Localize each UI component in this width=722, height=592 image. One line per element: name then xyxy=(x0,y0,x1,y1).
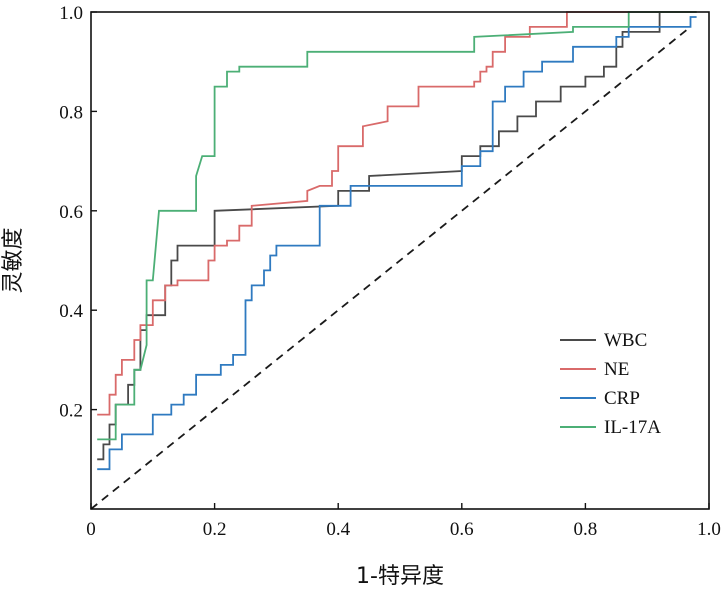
plot-frame xyxy=(90,11,710,510)
y-tick-label: 0.6 xyxy=(59,202,83,223)
series-layer xyxy=(97,11,697,471)
series-line-ne xyxy=(97,11,697,416)
x-tick-label: 0.6 xyxy=(450,519,474,540)
y-axis-title: 灵敏度 xyxy=(1,227,26,293)
legend-label: CRP xyxy=(604,388,640,409)
tick-layer: 0 0.2 0.4 0.6 0.8 1.0 0.2 0.4 0.6 0.8 1.0 xyxy=(59,3,721,540)
x-tick-label: 0 xyxy=(86,519,96,540)
x-axis-title: 1-特异度 xyxy=(356,564,444,589)
legend: WBC NE CRP IL-17A xyxy=(560,330,661,438)
legend-label: IL-17A xyxy=(604,417,661,438)
series-line-wbc xyxy=(97,11,697,461)
reference-diagonal-line xyxy=(90,26,692,510)
y-tick-label: 0.4 xyxy=(59,301,83,322)
x-tick-label: 0.8 xyxy=(574,519,598,540)
legend-label: NE xyxy=(604,359,629,380)
x-tick-label: 0.4 xyxy=(326,519,350,540)
legend-label: WBC xyxy=(604,330,647,351)
y-tick-label: 1.0 xyxy=(59,3,83,24)
x-tick-label: 1.0 xyxy=(697,519,721,540)
y-tick-label: 0.2 xyxy=(59,401,83,422)
y-tick-label: 0.8 xyxy=(59,102,83,123)
series-line-crp xyxy=(97,16,697,471)
reference-layer xyxy=(90,26,692,510)
series-line-il-17a xyxy=(97,11,697,441)
x-tick-label: 0.2 xyxy=(203,519,227,540)
